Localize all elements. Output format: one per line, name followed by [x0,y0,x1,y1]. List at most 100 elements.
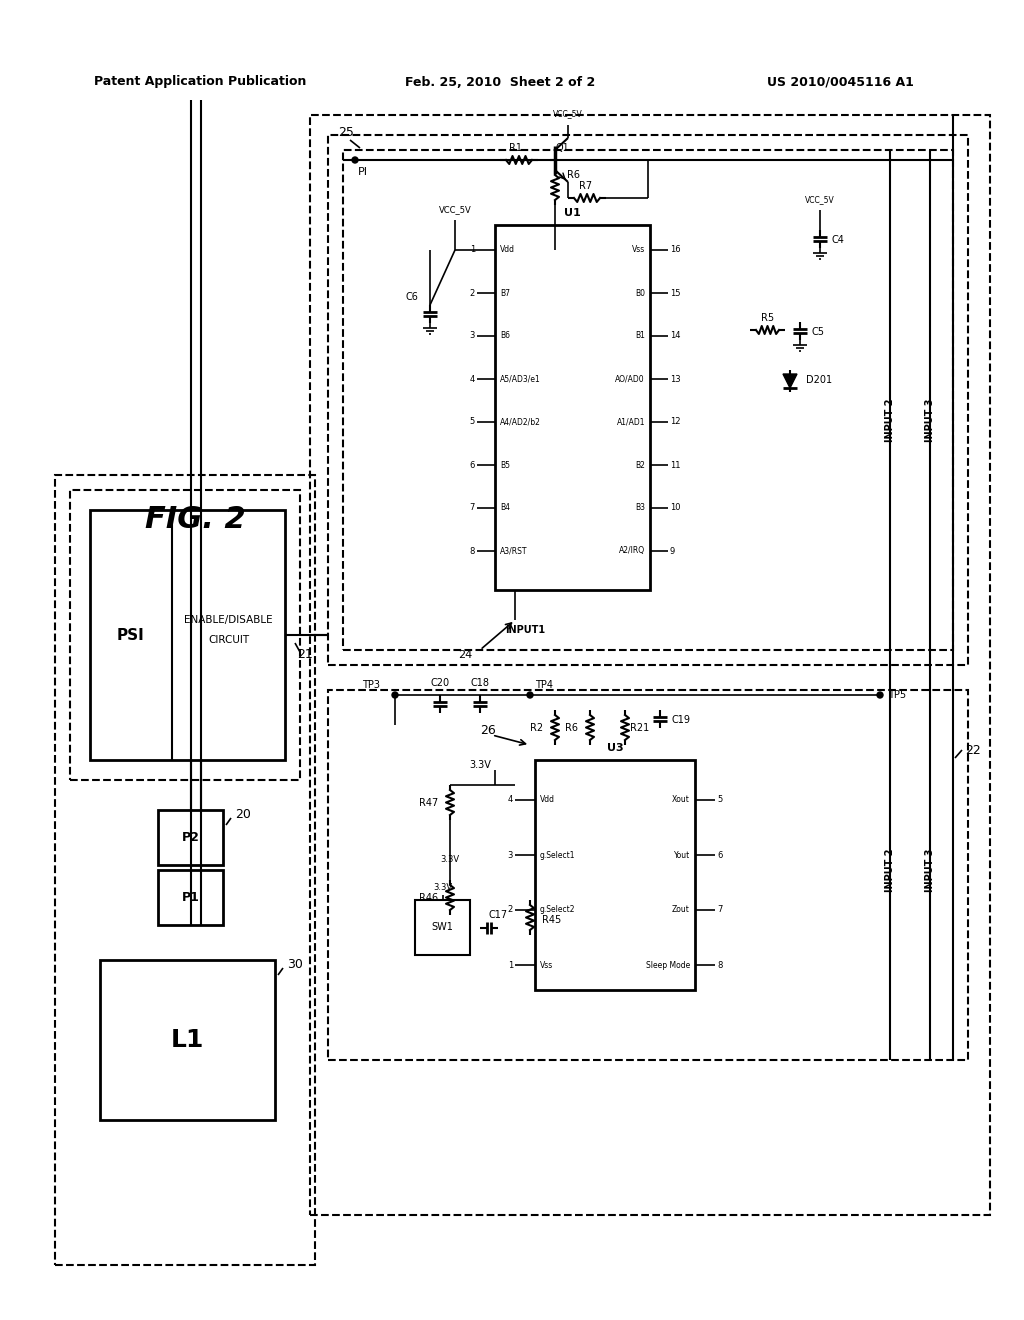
Text: R5: R5 [762,313,774,323]
Text: Yout: Yout [674,850,690,859]
Text: D201: D201 [806,375,833,385]
Text: A5/AD3/e1: A5/AD3/e1 [500,375,541,384]
Bar [90,510,285,760]
Circle shape [392,692,398,698]
Text: A3/RST: A3/RST [500,546,527,556]
Text: 13: 13 [670,375,681,384]
Bar [495,224,650,590]
Text: US 2010/0045116 A1: US 2010/0045116 A1 [767,75,913,88]
Text: ENABLE/DISABLE: ENABLE/DISABLE [184,615,272,624]
Text: 6: 6 [717,850,722,859]
Bar [343,150,953,649]
Text: 22: 22 [965,743,981,756]
Text: A4/AD2/b2: A4/AD2/b2 [500,417,541,426]
Text: 3.3V: 3.3V [469,760,490,770]
Text: R6: R6 [567,170,580,180]
Text: 1: 1 [470,246,475,255]
Text: A2/IRQ: A2/IRQ [618,546,645,556]
Bar [415,900,470,954]
Text: B1: B1 [635,331,645,341]
Text: C18: C18 [470,678,489,688]
Bar [158,810,223,865]
Text: VCC_5V: VCC_5V [805,195,835,205]
Circle shape [527,692,534,698]
Text: PI: PI [358,168,368,177]
Text: 3: 3 [470,331,475,341]
Bar [310,115,990,1214]
Text: 2: 2 [470,289,475,297]
Text: R46: R46 [419,894,438,903]
Text: VCC_5V: VCC_5V [438,206,471,214]
Text: U3: U3 [606,743,624,752]
Text: TP5: TP5 [888,690,906,700]
Text: INPUT1: INPUT1 [505,624,545,635]
Bar [158,870,223,925]
Text: 4: 4 [470,375,475,384]
Text: 12: 12 [670,417,681,426]
Text: 3: 3 [508,850,513,859]
Text: R2: R2 [529,723,543,733]
Text: C20: C20 [430,678,450,688]
Text: C5: C5 [812,327,825,337]
Bar [328,135,968,665]
Text: Xout: Xout [672,796,690,804]
Bar [70,490,300,780]
Text: Vss: Vss [632,246,645,255]
Text: TP4: TP4 [535,680,553,690]
Text: 1: 1 [508,961,513,969]
Text: 7: 7 [470,503,475,512]
Text: AO/AD0: AO/AD0 [615,375,645,384]
Text: Feb. 25, 2010  Sheet 2 of 2: Feb. 25, 2010 Sheet 2 of 2 [404,75,595,88]
Bar [328,690,968,1060]
Text: C17: C17 [488,911,508,920]
Text: SW1: SW1 [431,923,454,932]
Text: R6: R6 [565,723,578,733]
Text: 16: 16 [670,246,681,255]
Text: R21: R21 [630,723,649,733]
Circle shape [352,157,358,162]
Text: 8: 8 [717,961,722,969]
Text: B4: B4 [500,503,510,512]
Text: R7: R7 [580,181,593,191]
Text: 25: 25 [338,125,354,139]
Text: B7: B7 [500,289,510,297]
Text: 2: 2 [508,906,513,915]
Text: INPUT 3: INPUT 3 [925,849,935,892]
Text: Vdd: Vdd [540,796,555,804]
Text: 5: 5 [717,796,722,804]
Text: L1: L1 [171,1028,204,1052]
Bar [100,960,275,1119]
Text: A1/AD1: A1/AD1 [616,417,645,426]
Text: INPUT 2: INPUT 2 [885,399,895,442]
Text: VCC_5V: VCC_5V [553,110,583,119]
Text: B0: B0 [635,289,645,297]
Text: Q1: Q1 [555,143,569,153]
Text: INPUT 2: INPUT 2 [885,849,895,892]
Text: g.Select2: g.Select2 [540,906,575,915]
Polygon shape [783,374,797,388]
Text: R45: R45 [542,915,561,925]
Text: B2: B2 [635,461,645,470]
Text: C19: C19 [672,715,691,725]
Circle shape [877,692,883,698]
Bar [535,760,695,990]
Text: 5: 5 [470,417,475,426]
Text: P1: P1 [181,891,200,904]
Text: 7: 7 [717,906,722,915]
Text: 14: 14 [670,331,681,341]
Text: 11: 11 [670,461,681,470]
Text: 9: 9 [670,546,675,556]
Text: B5: B5 [500,461,510,470]
Text: U1: U1 [564,209,581,218]
Text: Vdd: Vdd [500,246,515,255]
Text: C4: C4 [831,235,845,246]
Text: g.Select1: g.Select1 [540,850,575,859]
Text: CIRCUIT: CIRCUIT [208,635,249,645]
Text: PSI: PSI [117,627,144,643]
Text: 10: 10 [670,503,681,512]
Text: C6: C6 [406,292,418,302]
Text: R1: R1 [509,143,521,153]
Bar [55,475,315,1265]
Text: 21: 21 [297,648,313,661]
Text: 8: 8 [470,546,475,556]
